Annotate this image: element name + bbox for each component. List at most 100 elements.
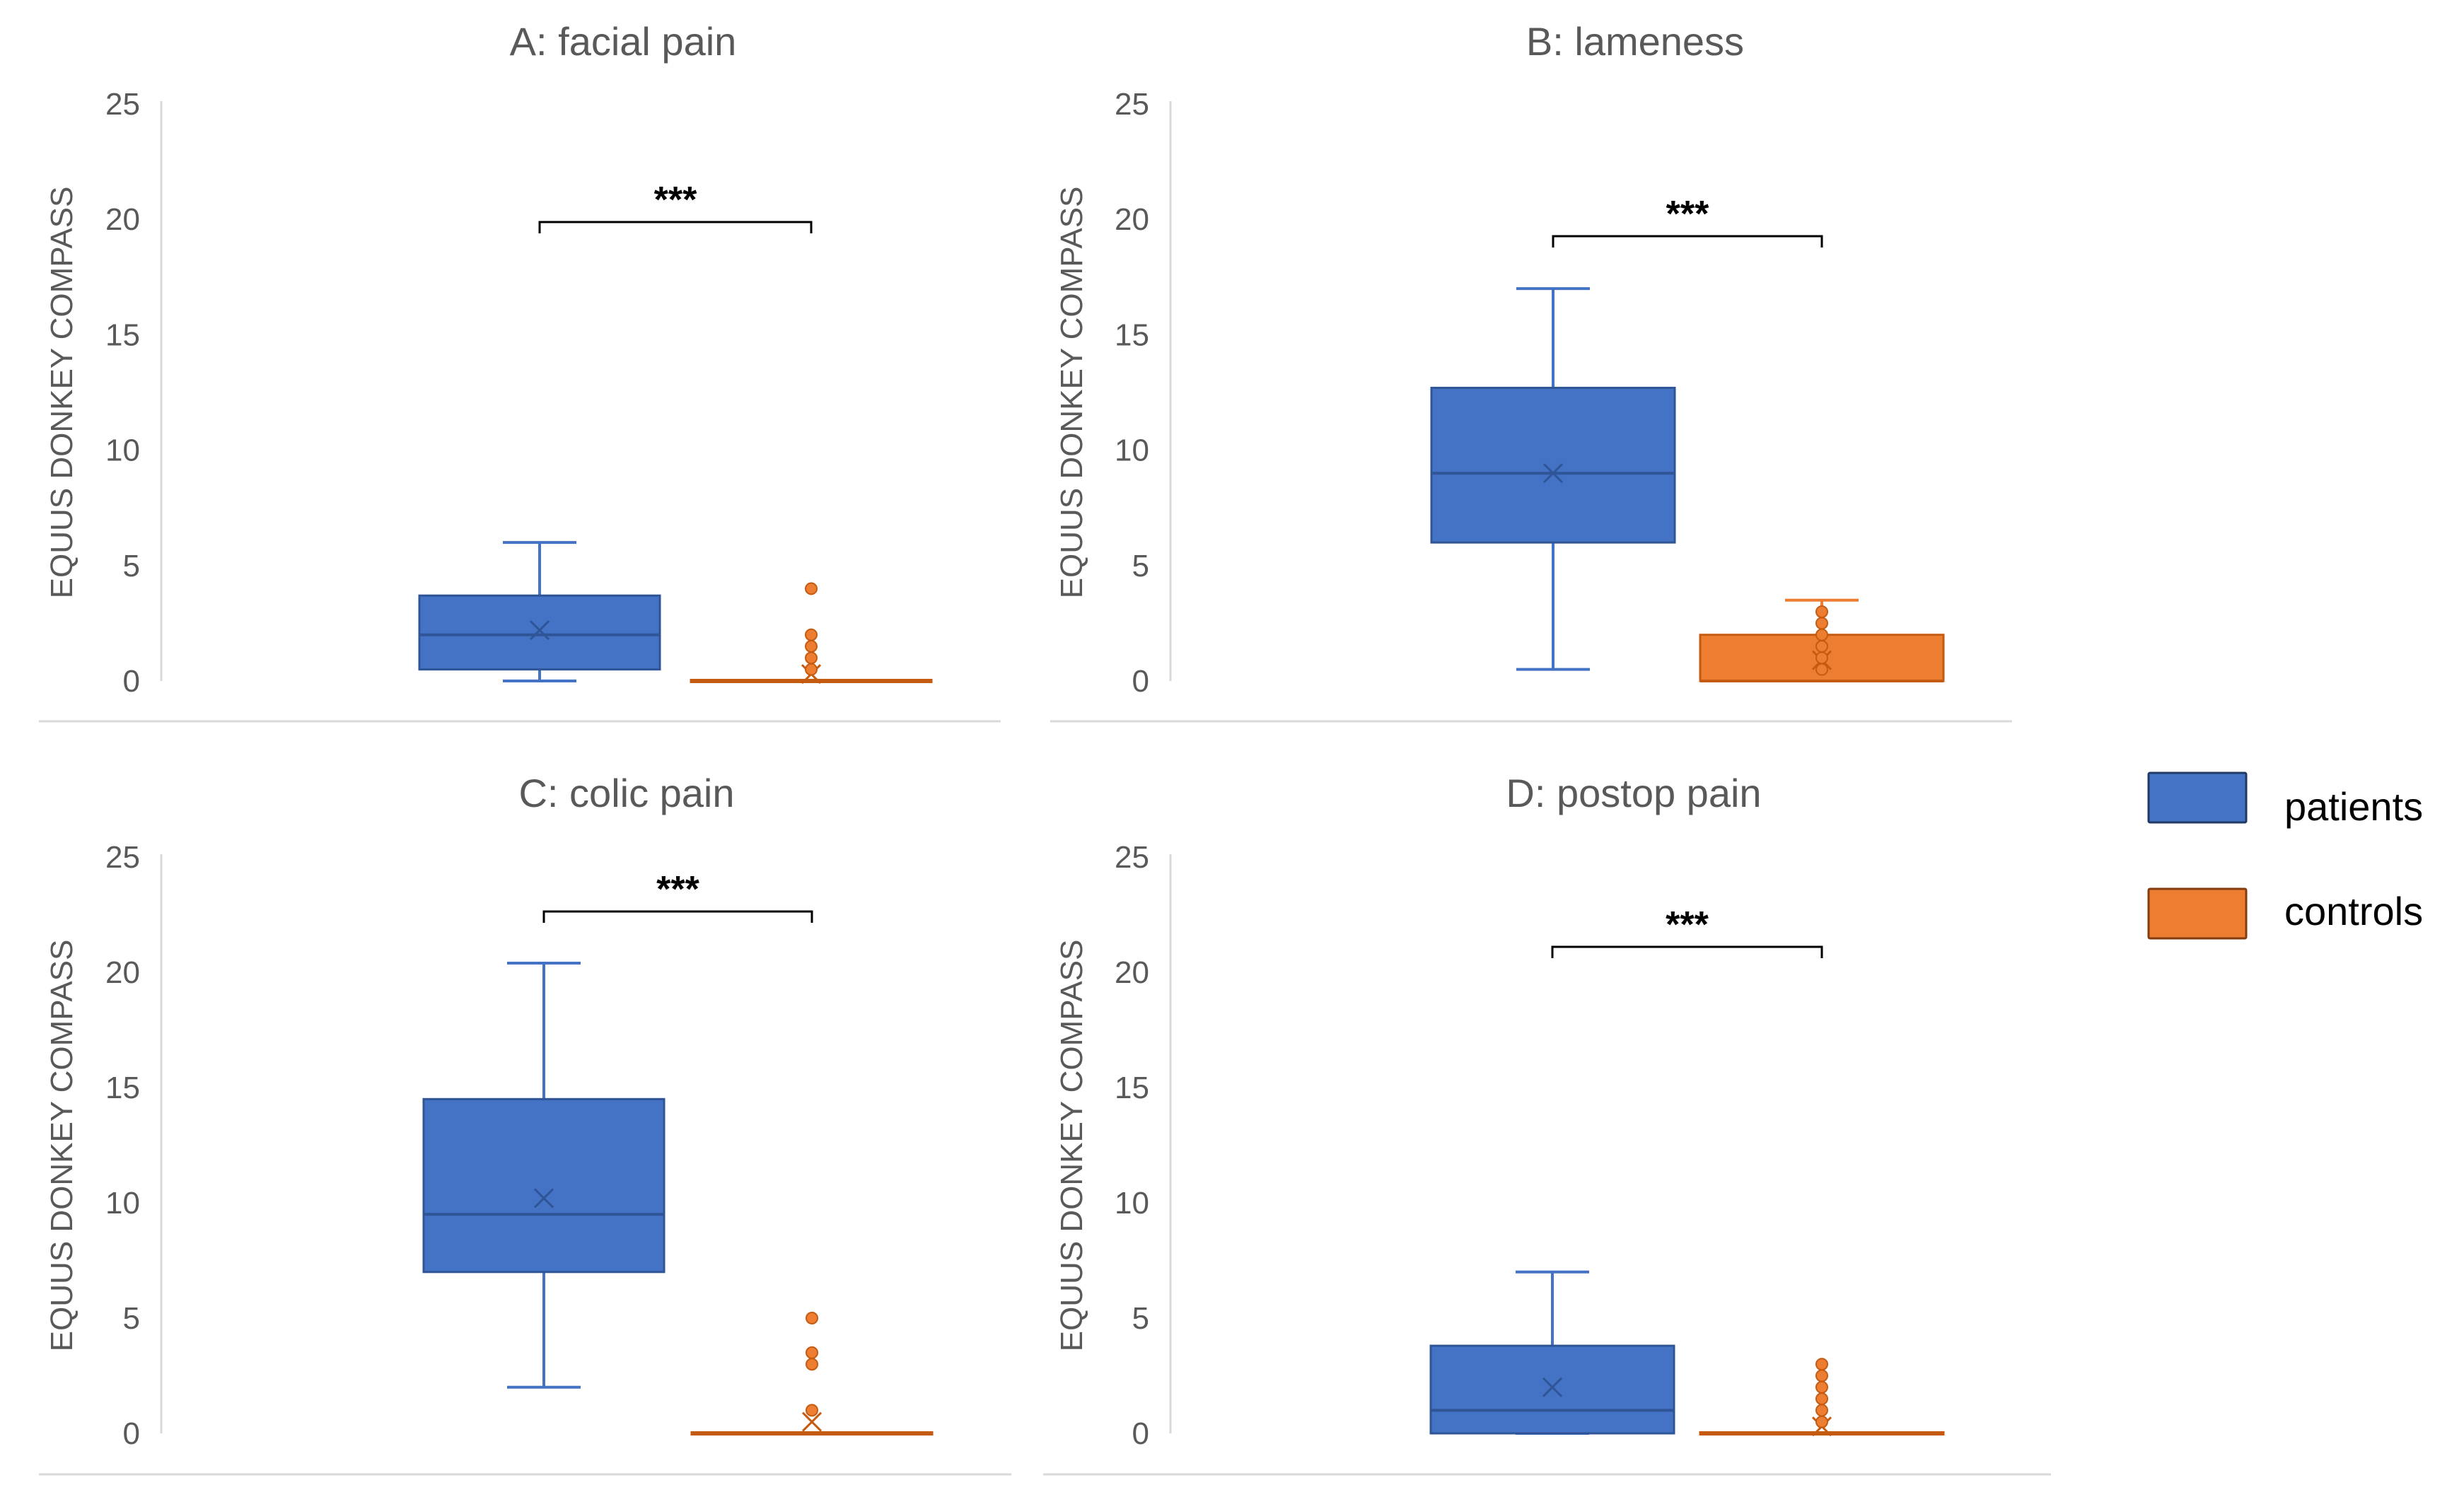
panel-c: C: colic pain EQUUS DONKEY COMPASS 0 5 10 1…	[39, 771, 1011, 1476]
panel-c-box-patients	[422, 961, 666, 1389]
legend-controls-label: controls	[2284, 889, 2423, 933]
panel-d-y-tick-label: 25	[1115, 840, 1149, 875]
controls-outlier-point	[1815, 1358, 1828, 1371]
panel-c-y-tick-label: 15	[105, 1071, 140, 1105]
controls-outlier-point	[805, 582, 818, 595]
panel-b-y-tick-label: 10	[1115, 433, 1149, 468]
controls-outlier-point	[805, 628, 818, 641]
panel-c-significance-label: ***	[656, 869, 699, 910]
panel-c-y-tick-label: 10	[105, 1186, 140, 1221]
panel-c-y-tick-label: 5	[123, 1301, 140, 1336]
controls-outlier-point	[806, 1404, 818, 1417]
panel-d-significance-bracket	[1551, 945, 1823, 958]
panel-b-box-controls	[1699, 598, 1945, 682]
panel-b-y-ticks: 0 5 10 15 20 25	[1115, 87, 1149, 699]
controls-outlier-point	[1815, 605, 1828, 619]
controls-outlier-point	[806, 1346, 818, 1359]
panel-d-boxes	[1429, 1270, 1945, 1437]
panel-d-y-ticks: 0 5 10 15 20 25	[1115, 840, 1149, 1451]
panel-a-y-axis-label: EQUUS DONKEY COMPASS	[45, 187, 79, 599]
panel-c-boxes	[422, 961, 934, 1435]
panel-c-y-tick-label: 20	[105, 955, 140, 990]
panel-d-significance-label: ***	[1666, 904, 1709, 945]
controls-outlier-point	[806, 1358, 818, 1371]
panel-b-boxes	[1430, 287, 1945, 682]
panel-a-y-tick-label: 0	[123, 664, 140, 699]
panel-a-box-controls	[690, 582, 933, 685]
panel-a-significance-bracket	[538, 221, 813, 233]
controls-outlier-point	[806, 1312, 818, 1324]
patients-iqr-box	[1430, 386, 1676, 544]
controls-outlier-point	[1815, 1380, 1828, 1394]
panel-b-significance-bracket	[1552, 235, 1823, 247]
panel-a-y-ticks: 0 5 10 15 20 25	[105, 87, 140, 699]
panel-c-y-tick-label: 0	[123, 1416, 140, 1451]
panel-b-title: B: lameness	[1526, 19, 1744, 64]
controls-outlier-point	[1815, 651, 1828, 665]
panel-a-y-tick-label: 20	[105, 202, 140, 237]
panel-c-box-controls	[690, 1312, 934, 1435]
legend-patients-swatch	[2147, 771, 2248, 824]
controls-outlier-point	[1815, 628, 1828, 641]
panel-b-y-tick-label: 5	[1132, 549, 1149, 583]
patients-mean-marker	[1542, 463, 1564, 484]
panel-c-title: C: colic pain	[518, 771, 734, 815]
panel-b-y-tick-label: 15	[1115, 318, 1149, 352]
controls-outlier-point	[1815, 1369, 1828, 1382]
panel-d-bracket-line	[1551, 945, 1823, 958]
panel-a-y-tick-label: 10	[105, 433, 140, 468]
patients-mean-marker	[529, 620, 550, 641]
panel-a-significance-label: ***	[654, 180, 697, 221]
panel-b-box-patients	[1430, 287, 1676, 671]
panel-c-bracket-line	[542, 910, 813, 923]
controls-outlier-point	[805, 640, 818, 653]
panel-b-bracket-line	[1552, 235, 1823, 247]
panel-a-boxes	[418, 541, 933, 685]
legend-controls-swatch	[2147, 887, 2248, 940]
controls-outlier-point	[1815, 640, 1828, 653]
controls-outlier-point	[1815, 617, 1828, 630]
legend-patients-label: patients	[2284, 784, 2423, 829]
controls-outlier-point	[1815, 663, 1828, 676]
controls-outlier-point	[805, 651, 818, 665]
panel-c-y-tick-label: 25	[105, 840, 140, 875]
panel-d-y-axis-label: EQUUS DONKEY COMPASS	[1054, 940, 1089, 1352]
panel-d-y-tick-label: 15	[1115, 1071, 1149, 1105]
panel-d-y-tick-label: 0	[1132, 1416, 1149, 1451]
panel-a-title: A: facial pain	[510, 19, 737, 64]
patients-iqr-box	[1429, 1344, 1675, 1435]
controls-outlier-point	[1815, 1392, 1828, 1406]
panel-b-y-axis-label: EQUUS DONKEY COMPASS	[1054, 187, 1089, 599]
panel-a-y-tick-label: 5	[123, 549, 140, 583]
panel-a-y-tick-label: 25	[105, 87, 140, 122]
panel-d-y-tick-label: 10	[1115, 1186, 1149, 1221]
patients-mean-marker	[1542, 1377, 1563, 1397]
panel-d: D: postop pain EQUUS DONKEY COMPASS 0 5 10…	[1043, 771, 2051, 1476]
panel-a-bracket-line	[538, 221, 813, 233]
panel-b-y-tick-label: 0	[1132, 664, 1149, 699]
panel-b-y-tick-label: 20	[1115, 202, 1149, 237]
panel-d-box-patients	[1429, 1270, 1675, 1435]
panel-d-box-controls	[1699, 1358, 1945, 1437]
panel-a-y-tick-label: 15	[105, 318, 140, 352]
panel-c-significance-bracket	[542, 910, 813, 923]
panel-d-title: D: postop pain	[1506, 771, 1761, 815]
controls-outlier-point	[1815, 1404, 1828, 1417]
controls-outlier-point	[805, 663, 818, 676]
panel-b-significance-label: ***	[1666, 194, 1709, 235]
panel-c-y-ticks: 0 5 10 15 20 25	[105, 840, 140, 1451]
panel-b: B: lameness EQUUS DONKEY COMPASS 0 5 10 15 2…	[1050, 19, 2012, 723]
legend: patients controls	[2147, 771, 2423, 940]
panel-d-y-tick-label: 20	[1115, 955, 1149, 990]
patients-iqr-box	[418, 594, 661, 671]
panel-a: A: facial pain EQUUS DONKEY COMPASS 0 5 10…	[39, 19, 1001, 723]
patients-iqr-box	[422, 1097, 666, 1274]
panel-c-y-axis-label: EQUUS DONKEY COMPASS	[45, 940, 79, 1352]
controls-outlier-point	[1815, 1415, 1828, 1428]
controls-mean-marker	[801, 1411, 823, 1432]
panel-a-box-patients	[418, 541, 661, 682]
panel-d-y-tick-label: 5	[1132, 1301, 1149, 1336]
panel-b-y-tick-label: 25	[1115, 87, 1149, 122]
patients-mean-marker	[533, 1188, 554, 1208]
